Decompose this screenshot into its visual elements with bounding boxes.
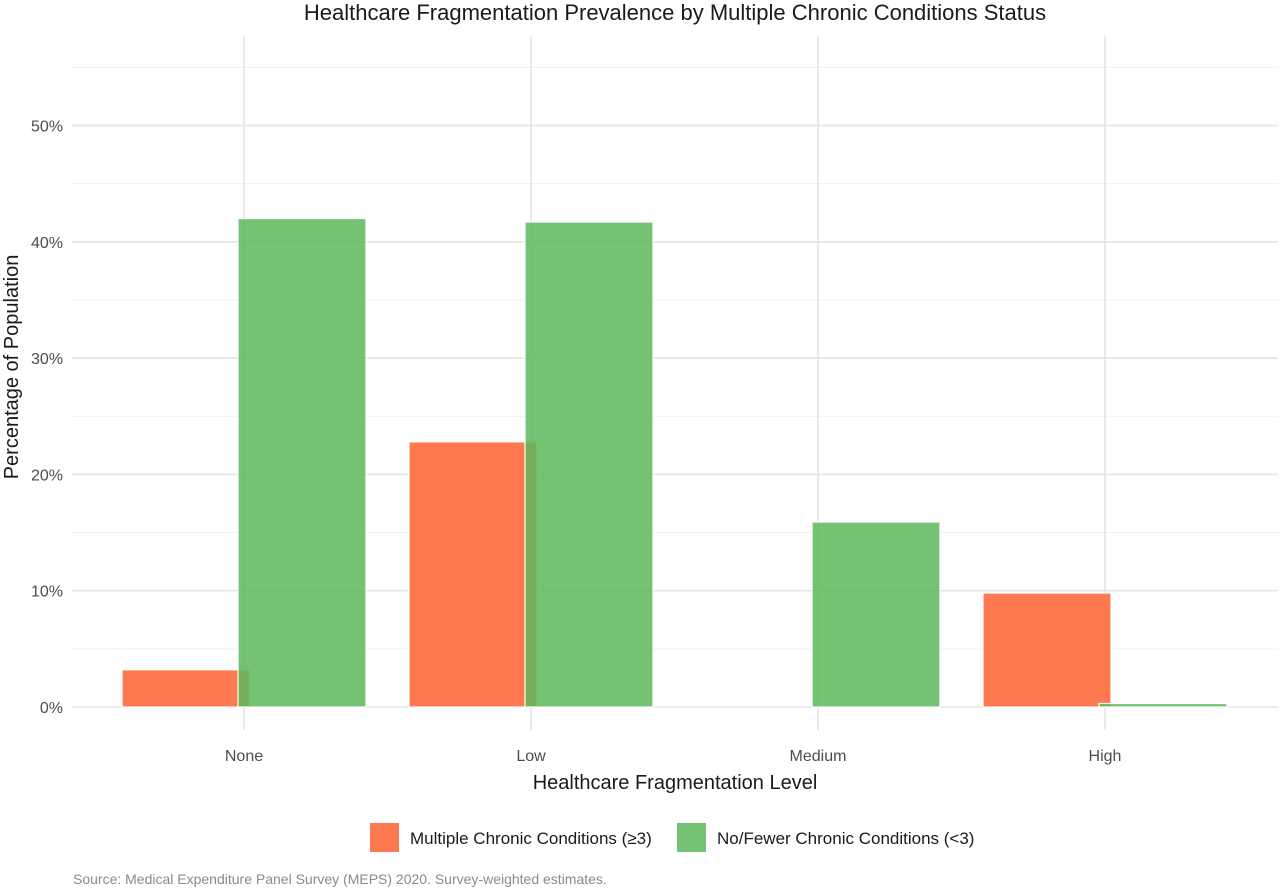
x-tick-label: Medium (790, 748, 847, 765)
legend-swatch-no-fewer-chronic (677, 823, 706, 852)
legend-label-multiple-chronic: Multiple Chronic Conditions (≥3) (410, 829, 652, 848)
bar-no-fewer-chronic-high (1098, 702, 1228, 708)
bar-multiple-chronic-high (982, 592, 1112, 708)
y-tick-label: 20% (31, 467, 63, 484)
bar-multiple-chronic-none (121, 669, 251, 708)
x-tick-label: High (1089, 748, 1122, 765)
y-axis-ticks: 0% 10% 20% 30% 40% 50% (31, 119, 63, 718)
y-axis-title: Percentage of Population (1, 255, 23, 480)
bar-no-fewer-chronic-low (524, 221, 654, 708)
x-axis-ticks: None Low Medium High (225, 748, 1122, 765)
chart-title: Healthcare Fragmentation Prevalence by M… (304, 0, 1046, 25)
y-tick-label: 0% (40, 700, 63, 717)
bars (121, 217, 1228, 708)
x-tick-label: Low (516, 748, 546, 765)
legend-swatch-multiple-chronic (370, 823, 399, 852)
legend: Multiple Chronic Conditions (≥3) No/Fewe… (370, 823, 974, 852)
source-caption: Source: Medical Expenditure Panel Survey… (73, 871, 607, 887)
bar-no-fewer-chronic-none (237, 217, 367, 708)
bar-multiple-chronic-low (408, 441, 538, 708)
y-tick-label: 50% (31, 119, 63, 136)
y-tick-label: 10% (31, 584, 63, 601)
x-tick-label: None (225, 748, 263, 765)
legend-label-no-fewer-chronic: No/Fewer Chronic Conditions (<3) (717, 829, 974, 848)
y-tick-label: 30% (31, 351, 63, 368)
y-tick-label: 40% (31, 235, 63, 252)
x-axis-title: Healthcare Fragmentation Level (533, 772, 818, 794)
bar-no-fewer-chronic-medium (811, 521, 941, 708)
